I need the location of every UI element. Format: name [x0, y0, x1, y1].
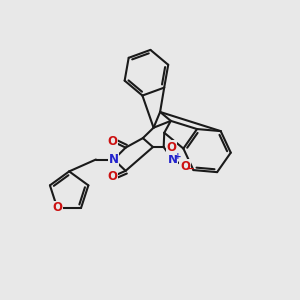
Text: +: +: [174, 152, 182, 161]
Text: O: O: [107, 170, 117, 183]
Text: O: O: [107, 135, 117, 148]
Text: O: O: [52, 202, 62, 214]
Text: N: N: [109, 153, 119, 166]
Text: O: O: [167, 141, 176, 154]
Text: O: O: [180, 160, 190, 173]
Text: −: −: [186, 164, 195, 174]
Text: N: N: [168, 153, 178, 166]
